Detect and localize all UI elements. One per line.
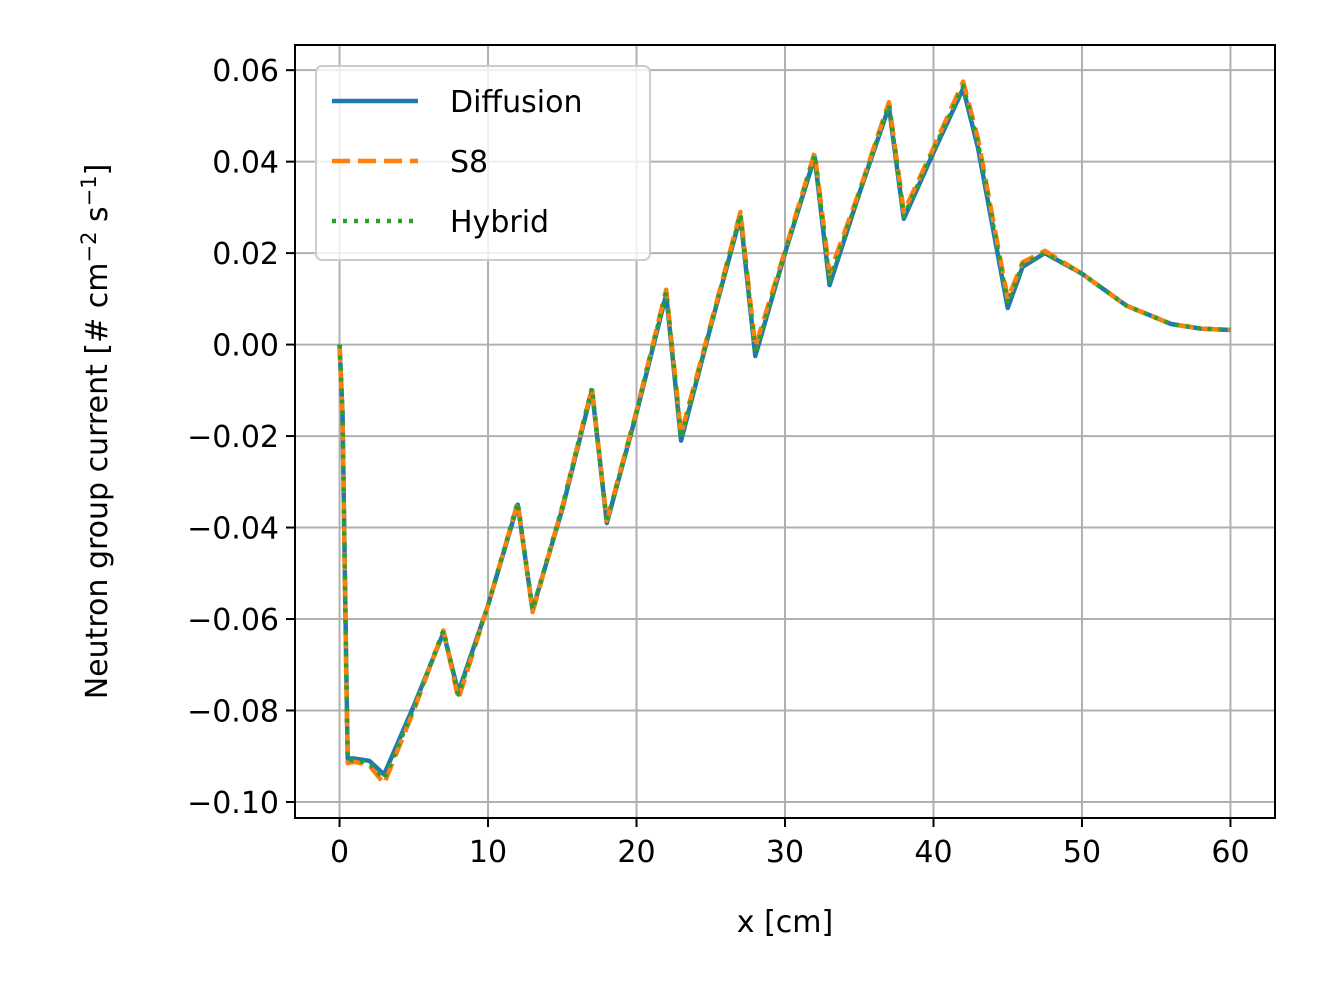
x-axis-label: x [cm]	[737, 905, 833, 940]
legend-label-s8: S8	[450, 145, 488, 180]
y-axis-label-mid: s	[80, 206, 115, 231]
x-tick-label: 40	[914, 835, 952, 870]
legend-label-diffusion: Diffusion	[450, 85, 582, 120]
x-tick-label: 0	[330, 835, 349, 870]
y-tick-label: −0.08	[187, 695, 279, 730]
y-tick-label: 0.02	[212, 237, 279, 272]
x-axis: 0 10 20 30 40 50 60	[330, 818, 1250, 870]
legend: Diffusion S8 Hybrid	[315, 65, 651, 261]
y-tick-label: 0.04	[212, 146, 279, 181]
y-axis-label: Neutron group current [# cm−2 s−1]	[77, 164, 115, 700]
x-tick-label: 30	[766, 835, 804, 870]
y-axis-label-end: ]	[80, 164, 115, 176]
x-tick-label: 10	[469, 835, 507, 870]
x-tick-label: 20	[617, 835, 655, 870]
y-tick-label: 0.06	[212, 54, 279, 89]
y-axis-label-main: Neutron group current [# cm	[80, 263, 115, 700]
y-axis: −0.10 −0.08 −0.06 −0.04 −0.02 0.00 0.02 0.04 0.0…	[187, 54, 295, 821]
y-axis-label-sup2: −1	[77, 175, 101, 206]
y-tick-label: 0.00	[212, 329, 279, 364]
y-tick-label: −0.02	[187, 420, 279, 455]
legend-box	[315, 65, 651, 261]
x-tick-label: 50	[1063, 835, 1101, 870]
y-axis-label-sup1: −2	[77, 232, 101, 263]
y-tick-label: −0.06	[187, 603, 279, 638]
legend-label-hybrid: Hybrid	[450, 205, 549, 240]
series-line-hybrid	[337, 83, 1231, 782]
series-line-s8	[337, 79, 1231, 786]
x-tick-label: 60	[1211, 835, 1249, 870]
plot-series	[337, 79, 1231, 786]
y-tick-label: −0.04	[187, 512, 279, 547]
y-tick-label: −0.10	[187, 786, 279, 821]
